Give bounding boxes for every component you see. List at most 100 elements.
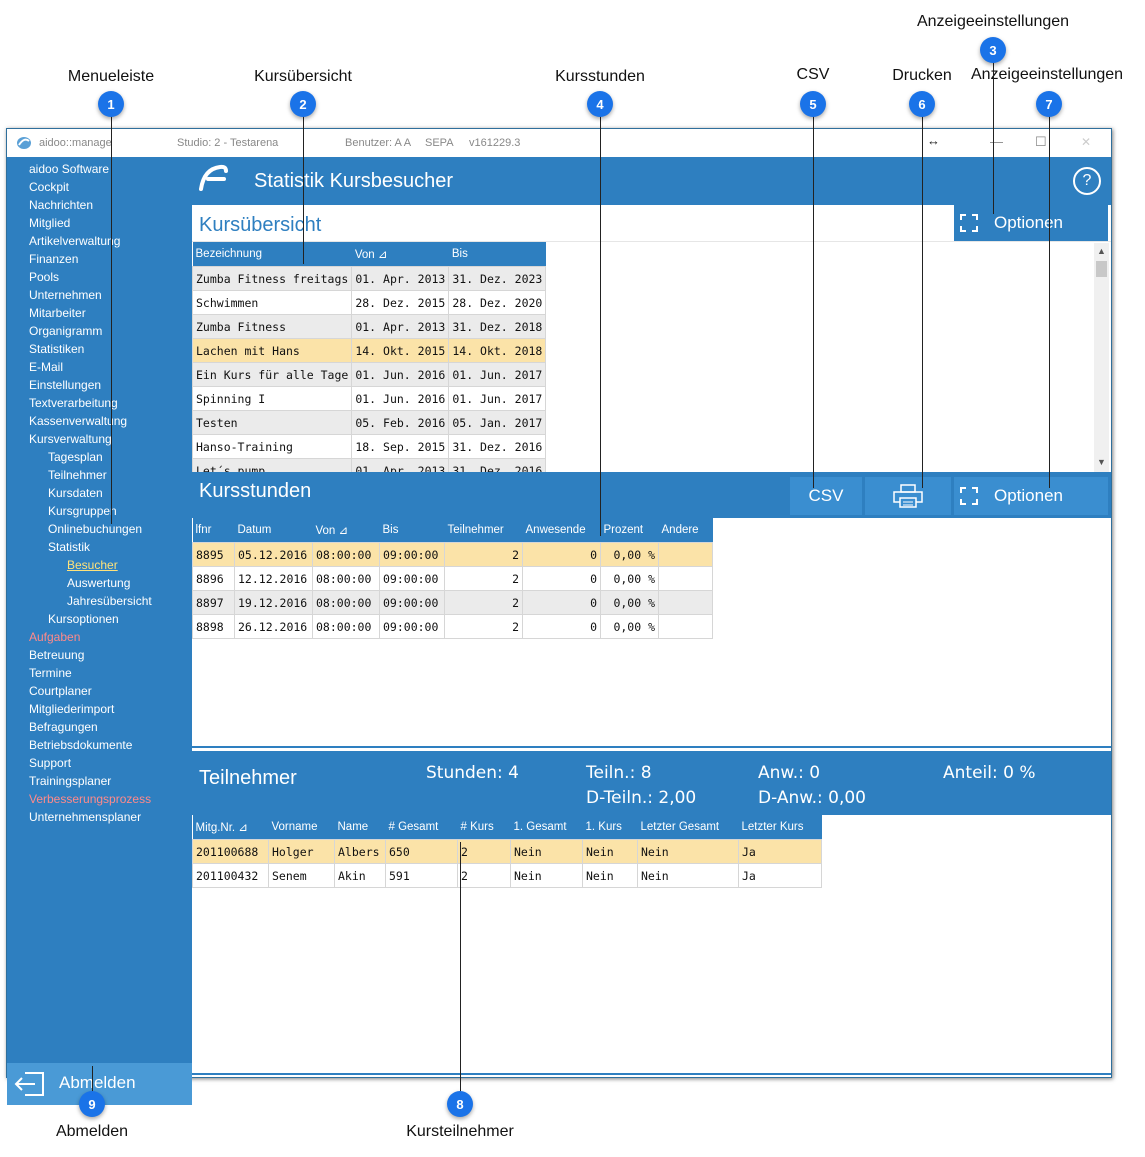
annotation-line-3 — [993, 50, 994, 214]
column-header[interactable]: 1. Kurs — [582, 815, 638, 840]
table-row[interactable]: Testen 05. Feb. 2016 05. Jan. 2017 — [191, 410, 547, 435]
annotation-badge: 1 — [98, 91, 124, 117]
table-row[interactable]: Ein Kurs für alle Tage 01. Jun. 2016 01. J… — [191, 362, 547, 387]
sidebar-item[interactable]: Einstellungen — [29, 378, 102, 392]
maximize-button[interactable]: ☐ — [1035, 134, 1047, 149]
table-cell: 09:00:00 — [379, 566, 445, 591]
stat-stunden: Stunden: 4 — [426, 763, 519, 783]
column-header[interactable]: Vorname — [268, 815, 335, 840]
participants-title: Teilnehmer — [199, 767, 297, 789]
column-header[interactable]: Bis — [379, 518, 445, 543]
sidebar-item[interactable]: Onlinebuchungen — [48, 522, 143, 536]
sidebar-item[interactable]: Mitgliederimport — [29, 702, 115, 716]
column-header[interactable]: # Gesamt — [385, 815, 458, 840]
column-header[interactable]: Von ⊿ — [312, 518, 380, 543]
course-overview-options-button[interactable]: Optionen — [954, 205, 1108, 241]
sidebar-item[interactable]: Unternehmensplaner — [29, 810, 142, 824]
course-overview-title: Kursübersicht — [199, 214, 322, 236]
table-row[interactable]: Zumba Fitness freitags 01. Apr. 2013 31. D… — [191, 266, 547, 291]
table-cell: 01. Jun. 2016 — [351, 386, 450, 411]
table-cell: 09:00:00 — [379, 614, 445, 639]
close-button[interactable]: ✕ — [1081, 135, 1092, 149]
sidebar-item[interactable]: Kursoptionen — [48, 612, 119, 626]
scroll-up-icon[interactable]: ▲ — [1097, 246, 1106, 256]
sidebar-item[interactable]: Besucher — [67, 558, 118, 572]
column-header[interactable]: lfnr — [192, 518, 235, 543]
sidebar-item[interactable]: Statistik — [48, 540, 91, 554]
sidebar-item[interactable]: aidoo Software — [29, 162, 110, 176]
sidebar-item[interactable]: E-Mail — [29, 360, 64, 374]
column-header[interactable]: Datum — [234, 518, 313, 543]
sidebar-item[interactable]: Nachrichten — [29, 198, 94, 212]
table-row[interactable]: 8895 05.12.2016 08:00:00 09:00:00 2 0 0,00 % — [192, 542, 713, 567]
column-header[interactable]: Letzter Kurs — [738, 815, 822, 840]
sidebar-item[interactable]: Aufgaben — [29, 630, 81, 644]
table-row[interactable]: 8898 26.12.2016 08:00:00 09:00:00 2 0 0,00 % — [192, 614, 713, 639]
sidebar-item[interactable]: Verbesserungsprozess — [29, 792, 152, 806]
sidebar-item[interactable]: Tagesplan — [48, 450, 103, 464]
column-header[interactable]: Letzter Gesamt — [637, 815, 739, 840]
sidebar-item[interactable]: Mitarbeiter — [29, 306, 86, 320]
table-cell: 08:00:00 — [312, 614, 380, 639]
scroll-down-icon[interactable]: ▼ — [1097, 457, 1106, 467]
sidebar-item[interactable]: Betreuung — [29, 648, 85, 662]
sidebar-item[interactable]: Kursgruppen — [48, 504, 117, 518]
sidebar-item[interactable]: Statistiken — [29, 342, 85, 356]
table-cell: 26.12.2016 — [234, 614, 313, 639]
sidebar-item[interactable]: Jahresübersicht — [67, 594, 152, 608]
print-button[interactable] — [865, 477, 951, 515]
column-header[interactable]: 1. Gesamt — [510, 815, 583, 840]
sidebar-item[interactable]: Pools — [29, 270, 60, 284]
sidebar-item[interactable]: Kursverwaltung — [29, 432, 112, 446]
scrollbar-thumb[interactable] — [1096, 261, 1107, 277]
table-row[interactable]: 8897 19.12.2016 08:00:00 09:00:00 2 0 0,00 % — [192, 590, 713, 615]
column-header[interactable]: Mitg.Nr. ⊿ — [192, 815, 269, 840]
table-row[interactable]: Spinning I 01. Jun. 2016 01. Jun. 2017 — [191, 386, 547, 411]
sidebar-item[interactable]: Support — [29, 756, 72, 770]
sidebar-item[interactable]: Organigramm — [29, 324, 103, 338]
sidebar-item[interactable]: Kursdaten — [48, 486, 103, 500]
column-header[interactable]: Anwesende — [522, 518, 601, 543]
annotation-label-csv: CSV — [796, 66, 830, 83]
sidebar-item[interactable]: Betriebsdokumente — [29, 738, 133, 752]
sidebar-item[interactable]: Mitglied — [29, 216, 71, 230]
csv-button[interactable]: CSV — [790, 477, 862, 515]
course-hours-options-button[interactable]: Optionen — [954, 477, 1108, 515]
table-row[interactable]: Schwimmen 28. Dez. 2015 28. Dez. 2020 — [191, 290, 547, 315]
minimize-button[interactable]: — — [990, 134, 1003, 149]
column-header[interactable]: Von ⊿ — [351, 242, 449, 267]
annotation-label-drucken: Drucken — [892, 67, 952, 84]
sidebar-item[interactable]: Befragungen — [29, 720, 98, 734]
participants-header: Teilnehmer Stunden: 4 Teiln.: 8 Anw.: 0 … — [192, 751, 1111, 815]
table-row[interactable]: 201100432 Senem Akin 591 2 Nein Nein Nein Ja — [192, 863, 822, 888]
column-header[interactable]: # Kurs — [457, 815, 511, 840]
column-header[interactable]: Teilnehmer — [444, 518, 523, 543]
sidebar-item[interactable]: Kassenverwaltung — [29, 414, 128, 428]
sidebar-item[interactable]: Finanzen — [29, 252, 79, 266]
vertical-scrollbar[interactable]: ▲ ▼ — [1094, 243, 1109, 472]
column-header[interactable]: Prozent — [600, 518, 659, 543]
sidebar-item[interactable]: Termine — [29, 666, 72, 680]
sidebar-item[interactable]: Unternehmen — [29, 288, 102, 302]
table-row[interactable]: Lachen mit Hans 14. Okt. 2015 14. Okt. 201… — [191, 338, 547, 363]
sidebar-item[interactable]: Cockpit — [29, 180, 70, 194]
help-icon[interactable]: ? — [1073, 167, 1101, 195]
table-cell — [658, 566, 713, 591]
table-row[interactable]: 8896 12.12.2016 08:00:00 09:00:00 2 0 0,00 % — [192, 566, 713, 591]
column-header[interactable]: Andere — [658, 518, 713, 543]
table-row[interactable]: Hanso-Training 18. Sep. 2015 31. Dez. 2016 — [191, 434, 547, 459]
column-header[interactable]: Name — [334, 815, 386, 840]
table-cell: Testen — [191, 410, 353, 435]
table-row[interactable]: 201100688 Holger Albers 650 2 Nein Nein Nein Ja — [192, 839, 822, 864]
sidebar-item[interactable]: Artikelverwaltung — [29, 234, 121, 248]
sidebar-item[interactable]: Auswertung — [67, 576, 131, 590]
table-row[interactable]: Zumba Fitness 01. Apr. 2013 31. Dez. 2018 — [191, 314, 547, 339]
sidebar-item[interactable]: Trainingsplaner — [29, 774, 112, 788]
table-cell: 05. Jan. 2017 — [448, 410, 547, 435]
column-header[interactable]: Bezeichnung — [192, 242, 352, 267]
sidebar-item[interactable]: Textverarbeitung — [29, 396, 118, 410]
table-cell: 09:00:00 — [379, 542, 445, 567]
column-header[interactable]: Bis — [448, 242, 546, 267]
sidebar-item[interactable]: Courtplaner — [29, 684, 92, 698]
sidebar-item[interactable]: Teilnehmer — [48, 468, 107, 482]
